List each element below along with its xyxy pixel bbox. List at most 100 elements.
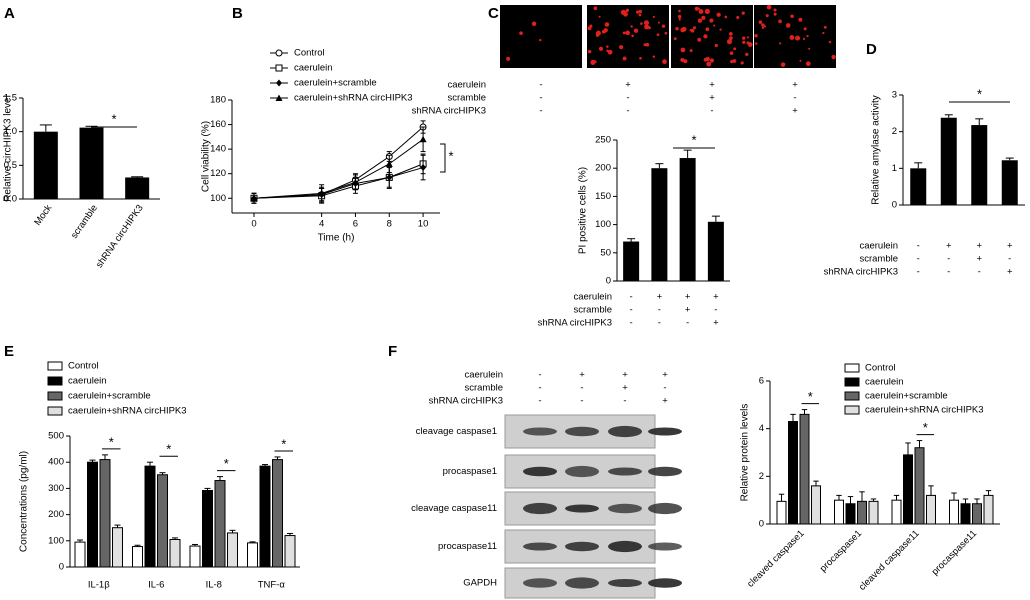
condition-mark: + <box>622 383 628 394</box>
cell-dot <box>773 12 777 16</box>
cell-dot <box>779 42 782 45</box>
cell-dot <box>697 37 702 42</box>
legend-label: caerulein+shRNA circHIPK3 <box>865 405 984 416</box>
cell-dot <box>798 17 803 22</box>
cell-dot <box>631 34 634 38</box>
y-tick-label: 0 <box>606 276 611 287</box>
bar <box>157 474 168 568</box>
bar <box>903 454 913 525</box>
condition-mark: - <box>793 93 796 104</box>
marker <box>275 49 283 57</box>
micrograph <box>587 5 669 68</box>
y-tick-label: 160 <box>210 119 226 130</box>
panel-label: F <box>388 343 397 360</box>
cell-dot <box>652 55 656 58</box>
cell-dot <box>761 26 765 29</box>
cell-dot <box>593 60 597 64</box>
blot-band <box>648 542 682 551</box>
panel-label: C <box>488 5 499 22</box>
blot-band <box>523 542 557 551</box>
marker <box>275 64 283 72</box>
cell-dot <box>703 34 708 39</box>
cell-dot <box>680 57 685 63</box>
condition-mark: + <box>713 292 719 303</box>
y-axis-label: Concentrations (pg/ml) <box>19 451 30 552</box>
cell-dot <box>724 15 728 19</box>
cell-dot <box>622 31 626 35</box>
cell-dot <box>604 22 610 27</box>
legend-label: caerulein+shRNA circHIPK3 <box>294 93 413 104</box>
blot-row-label: GAPDH <box>463 578 497 589</box>
y-tick-label: 0.0 <box>4 194 17 205</box>
legend-swatch <box>844 363 860 373</box>
bar <box>679 158 696 281</box>
condition-mark: + <box>792 80 798 91</box>
y-tick-label: 4 <box>759 423 764 434</box>
cell-dot <box>664 31 668 35</box>
y-tick-label: 100 <box>48 535 64 546</box>
condition-mark: - <box>917 267 920 278</box>
bar <box>857 500 867 525</box>
condition-mark: + <box>713 318 719 329</box>
cell-dot <box>639 56 642 60</box>
cell-dot <box>805 61 811 67</box>
bar <box>79 127 104 199</box>
marker <box>276 79 282 87</box>
x-tick-label: procaspase1 <box>818 528 864 574</box>
cell-dot <box>746 41 750 45</box>
condition-mark: - <box>686 318 689 329</box>
x-tick-label: IL-6 <box>148 580 164 591</box>
bar <box>940 117 957 205</box>
bar <box>707 221 724 281</box>
legend-label: caerulein+scramble <box>865 391 948 402</box>
blot-band <box>648 578 682 588</box>
condition-mark: + <box>685 292 691 303</box>
cell-dot <box>698 9 704 14</box>
condition-mark: - <box>947 254 950 265</box>
marker <box>250 194 258 202</box>
cell-dot <box>690 28 695 33</box>
bar <box>74 541 86 568</box>
condition-mark: - <box>663 383 666 394</box>
bar <box>87 461 98 568</box>
cell-dot <box>755 42 758 45</box>
y-tick-label: 200 <box>48 509 64 520</box>
bar <box>799 413 810 525</box>
panel-label: E <box>4 343 14 360</box>
condition-mark: + <box>976 241 982 252</box>
cell-dot <box>678 9 681 13</box>
cell-dot <box>630 25 633 28</box>
legend-swatch <box>47 406 63 416</box>
condition-label: shRNA circHIPK3 <box>538 318 612 329</box>
condition-mark: - <box>538 370 541 381</box>
legend-swatch <box>844 391 860 401</box>
cell-dot <box>689 28 692 32</box>
condition-label: caerulein <box>447 80 486 91</box>
x-tick-label: IL-8 <box>206 580 222 591</box>
condition-mark: - <box>1008 254 1011 265</box>
condition-mark: + <box>662 370 668 381</box>
y-tick-label: 100 <box>210 193 226 204</box>
cell-dot <box>785 23 791 28</box>
y-tick-label: 50 <box>600 247 611 258</box>
cell-dot <box>636 10 640 14</box>
y-tick-label: 6 <box>759 376 764 387</box>
cell-dot <box>730 59 734 64</box>
condition-mark: - <box>623 396 626 407</box>
condition-label: scramble <box>447 93 486 104</box>
cell-dot <box>678 18 681 21</box>
condition-mark: - <box>917 254 920 265</box>
panel-label: A <box>4 5 15 22</box>
y-tick-label: 1.5 <box>4 93 17 104</box>
cell-dot <box>587 49 592 54</box>
blot-band <box>523 578 557 588</box>
cell-dot <box>638 9 643 14</box>
bar <box>247 542 258 568</box>
cell-dot <box>693 26 697 30</box>
cell-dot <box>703 57 708 62</box>
cell-dot <box>729 51 734 55</box>
x-tick-label: IL-1β <box>88 580 110 591</box>
bar <box>811 485 821 525</box>
condition-label: caerulein <box>573 292 612 303</box>
legend-swatch <box>844 377 860 387</box>
